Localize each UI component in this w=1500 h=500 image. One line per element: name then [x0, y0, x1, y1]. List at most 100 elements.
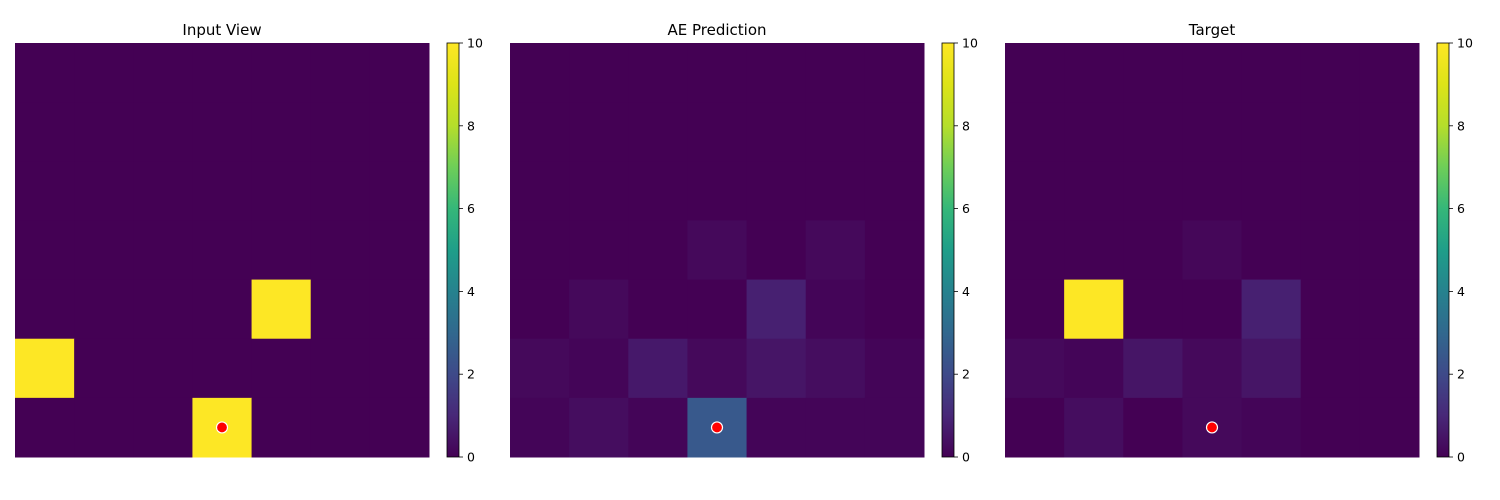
colorbar-tick-label: 10 — [962, 36, 978, 51]
heatmap-cell — [133, 338, 193, 399]
heatmap-cell — [1123, 397, 1183, 458]
colorbar-tick-label: 6 — [962, 201, 970, 216]
heatmap-cell — [864, 43, 925, 103]
heatmap-cell — [251, 397, 312, 458]
colorbar-tick-label: 8 — [1457, 118, 1465, 133]
colorbar-tick-label: 0 — [1457, 450, 1465, 465]
heatmap-cell — [1300, 102, 1361, 162]
heatmap-cell — [510, 338, 570, 399]
heatmap-cell — [1300, 279, 1361, 340]
colorbar-gradient — [941, 42, 955, 458]
heatmap-cell — [1241, 161, 1302, 221]
heatmap-cell — [864, 279, 925, 340]
heatmap-cell — [1064, 102, 1124, 162]
heatmap-cell — [1005, 279, 1065, 340]
heatmap-cell — [510, 102, 570, 162]
heatmap-cell — [687, 279, 748, 340]
agent-marker — [215, 421, 229, 434]
heatmap-cell — [74, 220, 134, 281]
heatmap-cell — [1064, 161, 1124, 221]
panel-ae-prediction: AE Prediction 0 2 4 6 8 10 — [510, 21, 978, 465]
heatmap-cell — [510, 43, 570, 103]
heatmap-cell — [369, 102, 430, 162]
heatmap-cell — [1123, 43, 1183, 103]
colorbar-tick-label: 8 — [962, 118, 970, 133]
heatmap-cell — [510, 397, 570, 458]
heatmap-cell — [1359, 397, 1420, 458]
colorbar-tick-label: 8 — [467, 118, 475, 133]
heatmap-cell — [251, 43, 312, 103]
heatmap-cell — [1064, 338, 1124, 399]
heatmap-cell — [310, 43, 371, 103]
heatmap-cell — [310, 338, 371, 399]
colorbar-tick-label: 10 — [467, 36, 483, 51]
heatmap-cell — [746, 102, 807, 162]
heatmap-cell — [805, 279, 866, 340]
colorbar-tick-label: 4 — [1457, 284, 1465, 299]
heatmap-cell — [687, 338, 748, 399]
heatmap-cell — [805, 220, 866, 281]
heatmap-cell — [1300, 161, 1361, 221]
colorbar-tick-label: 10 — [1457, 36, 1473, 51]
colorbar-tick-label: 6 — [1457, 201, 1465, 216]
colorbar-tick-label: 2 — [1457, 367, 1465, 382]
heatmap-cell — [369, 338, 430, 399]
colorbar-tick-label: 2 — [467, 367, 475, 382]
heatmap-cell — [1359, 102, 1420, 162]
heatmap-cell — [687, 43, 748, 103]
heatmap-cell — [1182, 279, 1243, 340]
heatmap-cell — [805, 338, 866, 399]
heatmap-cell — [1182, 102, 1243, 162]
heatmap-cell — [864, 220, 925, 281]
colorbar-tick-label: 0 — [962, 450, 970, 465]
heatmap-cell — [74, 161, 134, 221]
heatmap-grid — [15, 43, 430, 458]
colorbar-tick-label: 0 — [467, 450, 475, 465]
heatmap-cell — [192, 338, 253, 399]
heatmap-cell — [628, 102, 688, 162]
heatmap-cell — [1182, 220, 1243, 281]
heatmap-grid — [510, 43, 925, 458]
panel-input-view: Input View 0 2 4 6 8 10 — [15, 21, 483, 465]
heatmap-cell — [251, 161, 312, 221]
heatmap-cell — [1241, 220, 1302, 281]
heatmap-cell — [1241, 43, 1302, 103]
heatmap-cell — [510, 220, 570, 281]
heatmap-cell — [1359, 161, 1420, 221]
heatmap-cell — [133, 102, 193, 162]
heatmap-cell — [687, 220, 748, 281]
heatmap-cell — [628, 279, 688, 340]
agent-marker — [710, 421, 724, 434]
heatmap-cell — [310, 397, 371, 458]
heatmap-cell — [74, 279, 134, 340]
heatmap-cell — [746, 397, 807, 458]
heatmap-cell — [569, 338, 629, 399]
heatmap-cell — [15, 220, 75, 281]
panel-title: AE Prediction — [667, 21, 766, 39]
heatmap-cell — [1064, 397, 1124, 458]
heatmap-cell — [369, 279, 430, 340]
heatmap-cell — [192, 43, 253, 103]
heatmap-cell — [192, 102, 253, 162]
colorbar-tick-label: 6 — [467, 201, 475, 216]
heatmap-cell — [805, 102, 866, 162]
heatmap-cell — [628, 220, 688, 281]
heatmap-cell — [369, 397, 430, 458]
heatmap-cell — [1182, 161, 1243, 221]
colorbar-tick-label: 4 — [962, 284, 970, 299]
heatmap-cell — [569, 397, 629, 458]
heatmap-cell — [569, 102, 629, 162]
heatmap-cell — [510, 279, 570, 340]
heatmap-cell — [1241, 279, 1302, 340]
heatmap-cell — [1005, 102, 1065, 162]
heatmap-cell — [1123, 102, 1183, 162]
heatmap-cell — [192, 279, 253, 340]
heatmap-cell — [1123, 161, 1183, 221]
heatmap-cell — [628, 338, 688, 399]
heatmap-cell — [864, 102, 925, 162]
heatmap-cell — [15, 43, 75, 103]
heatmap-cell — [251, 220, 312, 281]
heatmap-cell — [805, 161, 866, 221]
heatmap-cell — [746, 338, 807, 399]
heatmap-cell — [1300, 397, 1361, 458]
